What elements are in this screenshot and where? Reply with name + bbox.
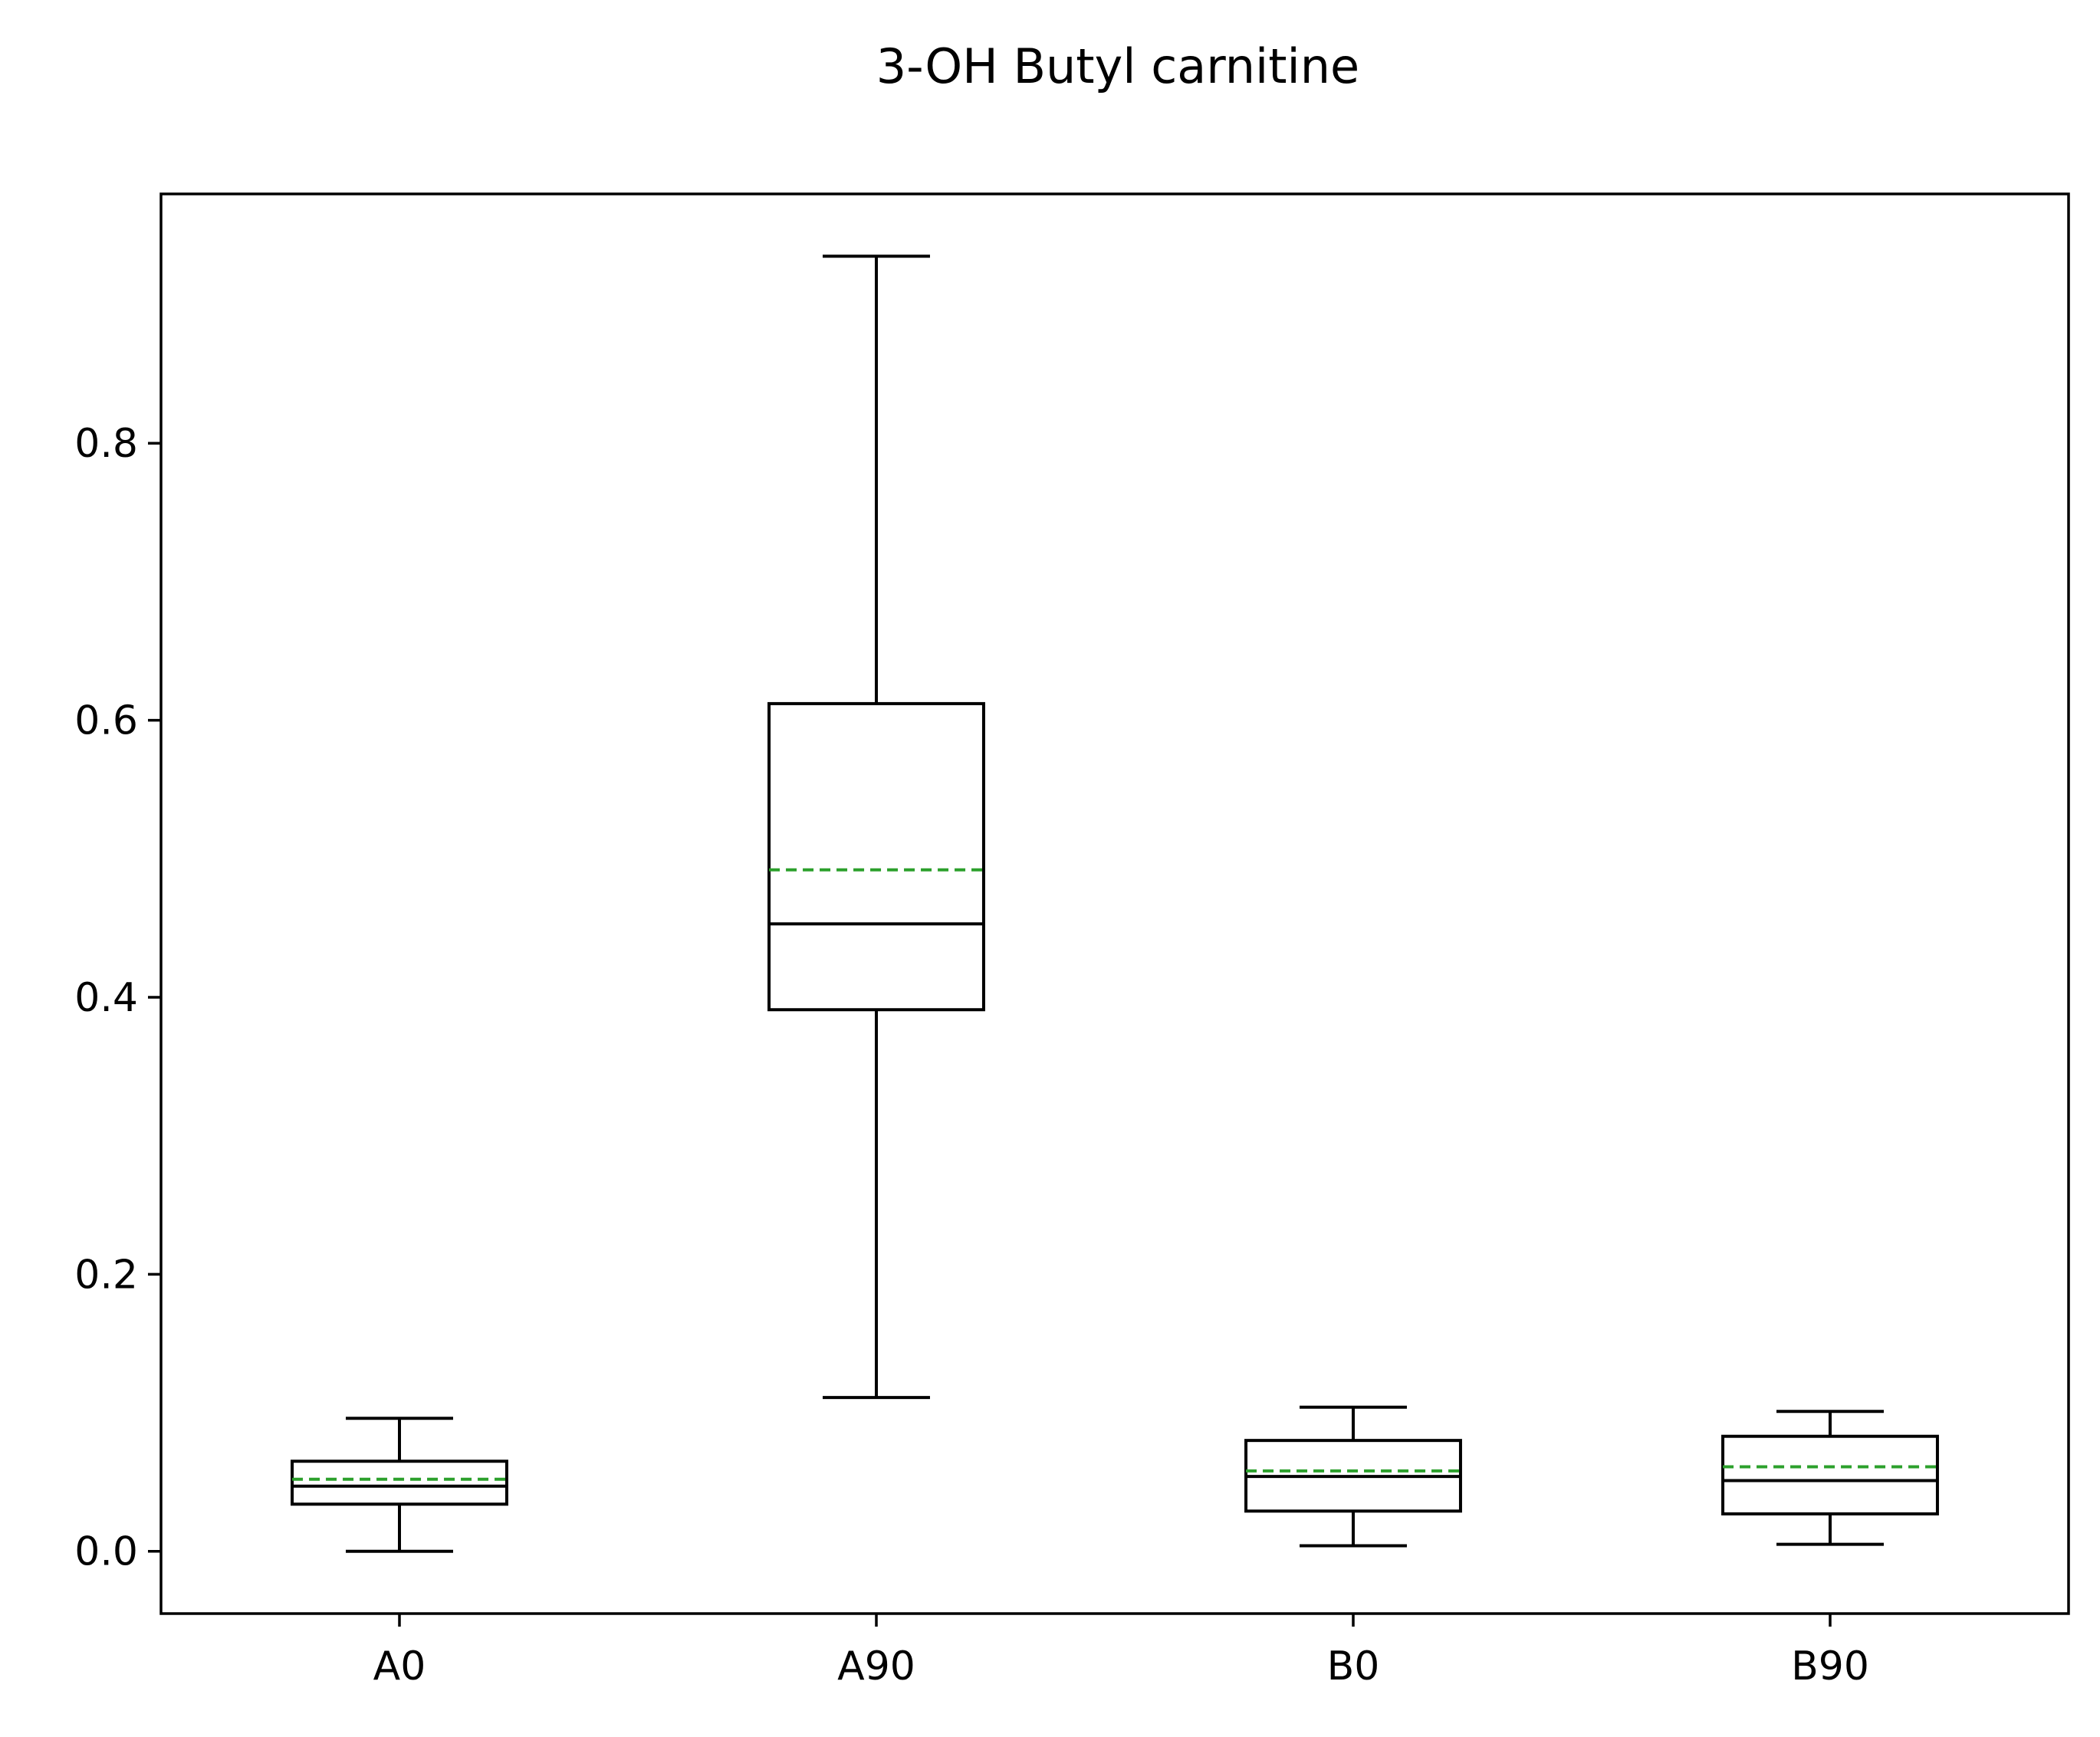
x-axis: A0 A90 B0 B90 bbox=[373, 1614, 1869, 1689]
box-iqr bbox=[767, 701, 985, 1012]
box-a0 bbox=[291, 1417, 508, 1553]
box-a90 bbox=[767, 254, 985, 1400]
y-tick-label: 0.8 bbox=[74, 421, 138, 467]
y-axis: 0.0 0.2 0.4 0.6 0.8 bbox=[74, 421, 161, 1575]
y-tick-label: 0.6 bbox=[74, 698, 138, 744]
plot-area-frame bbox=[159, 192, 2070, 1615]
box-plot-series bbox=[291, 254, 1939, 1553]
y-tick-label: 0.0 bbox=[74, 1529, 138, 1575]
x-tick-label: B90 bbox=[1791, 1643, 1869, 1689]
box-b90 bbox=[1721, 1410, 1939, 1546]
x-tick-label: B0 bbox=[1327, 1643, 1380, 1689]
chart-title: 3-OH Butyl carnitine bbox=[876, 38, 1359, 94]
y-tick-label: 0.4 bbox=[74, 975, 138, 1021]
x-tick-label: A90 bbox=[837, 1643, 915, 1689]
box-iqr bbox=[1721, 1434, 1939, 1515]
x-tick-label: A0 bbox=[373, 1643, 426, 1689]
box-b0 bbox=[1244, 1405, 1462, 1548]
box-iqr bbox=[291, 1460, 508, 1506]
y-tick-label: 0.2 bbox=[74, 1252, 138, 1298]
